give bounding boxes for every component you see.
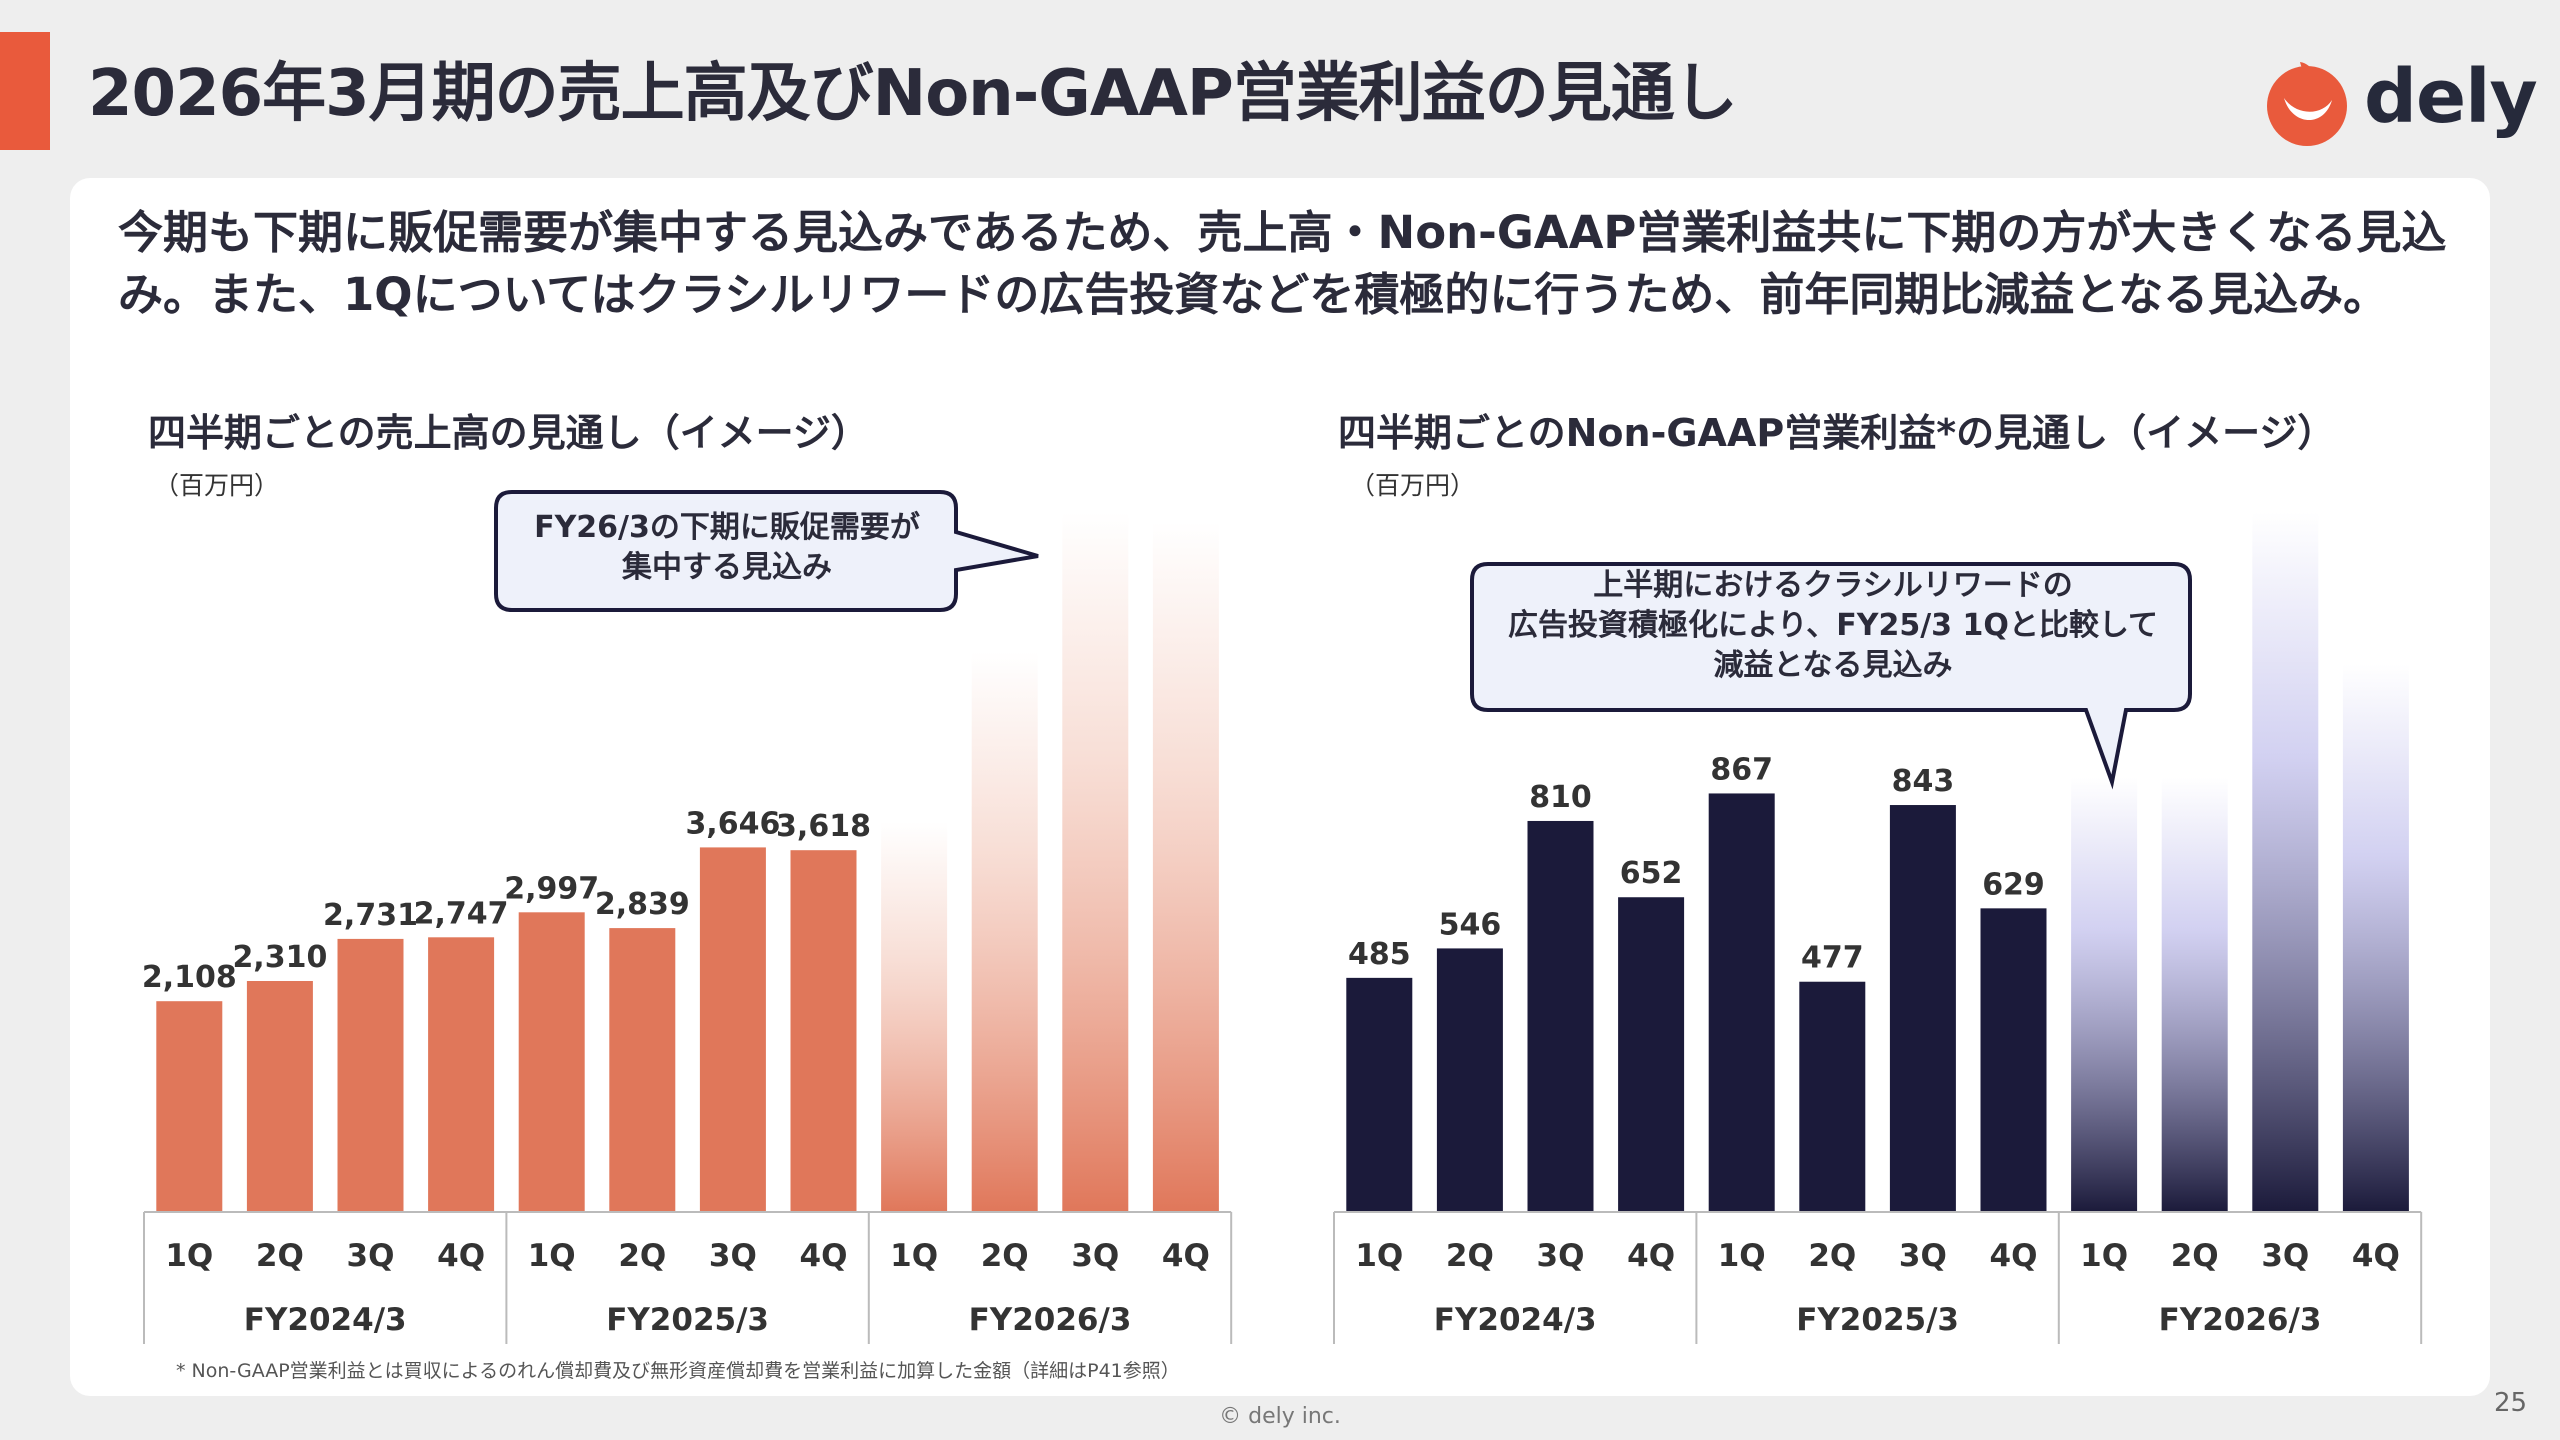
data-label-5: 2,839 (595, 887, 690, 922)
quarter-label-8: 1Q (890, 1238, 938, 1274)
quarter-label-6: 3Q (1899, 1238, 1947, 1274)
quarter-label-0: 1Q (1355, 1238, 1403, 1274)
profit-callout-line-1: 上半期におけるクラシルリワードの (1593, 568, 2073, 603)
profit-callout-line-2: 広告投資積極化により、FY25/3 1Qと比較して (1508, 608, 2158, 643)
projected-bar-3 (1152, 522, 1219, 1212)
bar-7 (790, 850, 857, 1212)
copyright: © dely inc. (1219, 1404, 1341, 1429)
fiscal-year-label-1: FY2025/3 (606, 1302, 769, 1338)
dely-logo: dely (2256, 50, 2538, 150)
bar-2 (1527, 820, 1594, 1212)
data-label-3: 2,747 (414, 896, 509, 931)
data-label-4: 867 (1710, 752, 1773, 787)
revenue-callout-line-2: 集中する見込み (622, 550, 832, 585)
data-label-1: 546 (1439, 907, 1502, 942)
data-label-2: 2,731 (323, 898, 418, 933)
bar-6 (699, 847, 766, 1212)
profit-chart: 485 1Q 546 2Q 810 3Q 652 4Q 867 1Q 477 2Q 843 3Q 629 4Q… (1333, 512, 2423, 1344)
projected-bar-3 (2342, 664, 2409, 1212)
quarter-label-2: 3Q (347, 1238, 395, 1274)
bar-6 (1889, 805, 1956, 1212)
footnote: * Non-GAAP営業利益とは買収によるのれん償却費及び無形資産償却費を営業利… (176, 1360, 1180, 1382)
title-accent-bar (0, 32, 50, 150)
bar-3 (1618, 897, 1685, 1212)
brand-name: dely (2364, 54, 2538, 140)
page-number: 25 (2494, 1388, 2528, 1418)
profit-chart-title: 四半期ごとのNon-GAAP営業利益*の見通し（イメージ） (1338, 411, 2336, 455)
quarter-label-8: 1Q (2080, 1238, 2128, 1274)
bar-1 (246, 981, 313, 1212)
projected-bar-2 (2252, 512, 2319, 1212)
quarter-label-0: 1Q (165, 1238, 213, 1274)
revenue-callout: FY26/3の下期に販促需要が 集中する見込み (498, 508, 956, 588)
revenue-callout-bubble (494, 490, 1039, 612)
quarter-label-9: 2Q (981, 1238, 1029, 1274)
bar-4 (518, 912, 585, 1212)
projected-bar-1 (2161, 777, 2228, 1212)
data-label-7: 3,618 (776, 809, 871, 844)
quarter-label-5: 2Q (1808, 1238, 1856, 1274)
lead-text: 今期も下期に販促需要が集中する見込みであるため、売上高・Non-GAAP営業利益… (118, 206, 2447, 321)
quarter-label-1: 2Q (1446, 1238, 1494, 1274)
bar-3 (428, 937, 495, 1212)
quarter-label-9: 2Q (2171, 1238, 2219, 1274)
profit-callout-bubble (1470, 562, 2192, 790)
data-label-6: 3,646 (685, 806, 780, 841)
page-title: 2026年3月期の売上高及びNon-GAAP営業利益の見通し (88, 57, 1738, 131)
data-label-4: 2,997 (504, 871, 599, 906)
bar-7 (1980, 908, 2047, 1212)
quarter-label-7: 4Q (800, 1238, 848, 1274)
quarter-label-11: 4Q (1162, 1238, 1210, 1274)
revenue-callout-line-1: FY26/3の下期に販促需要が (534, 510, 920, 545)
profit-chart-unit: （百万円） (1350, 471, 1476, 500)
fiscal-year-label-2: FY2026/3 (969, 1302, 1132, 1338)
quarter-label-10: 3Q (1071, 1238, 1119, 1274)
data-label-7: 629 (1982, 867, 2045, 902)
quarter-label-10: 3Q (2261, 1238, 2309, 1274)
data-label-0: 485 (1348, 937, 1411, 972)
data-label-3: 652 (1620, 856, 1683, 891)
fiscal-year-label-0: FY2024/3 (244, 1302, 407, 1338)
projected-bar-0 (881, 822, 948, 1212)
profit-callout: 上半期におけるクラシルリワードの 広告投資積極化により、FY25/3 1Qと比較… (1476, 566, 2190, 686)
fiscal-year-label-2: FY2026/3 (2159, 1302, 2322, 1338)
quarter-label-4: 1Q (1718, 1238, 1766, 1274)
bar-2 (337, 938, 404, 1212)
fiscal-year-label-0: FY2024/3 (1434, 1302, 1597, 1338)
quarter-label-11: 4Q (2352, 1238, 2400, 1274)
quarter-label-4: 1Q (528, 1238, 576, 1274)
bar-1 (1436, 948, 1503, 1212)
projected-bar-1 (971, 652, 1038, 1212)
data-label-0: 2,108 (142, 960, 237, 995)
data-label-6: 843 (1892, 764, 1955, 799)
revenue-chart: 2,108 1Q 2,310 2Q 2,731 3Q 2,747 4Q 2,997 1Q 2,839… (142, 512, 1233, 1344)
quarter-label-3: 4Q (437, 1238, 485, 1274)
dely-logo-icon (2267, 62, 2347, 146)
bar-0 (156, 1001, 223, 1212)
bar-0 (1346, 977, 1413, 1212)
fiscal-year-label-1: FY2025/3 (1796, 1302, 1959, 1338)
revenue-chart-title: 四半期ごとの売上高の見通し（イメージ） (148, 411, 869, 455)
data-label-2: 810 (1529, 780, 1592, 815)
revenue-chart-unit: （百万円） (154, 471, 280, 500)
data-label-5: 477 (1801, 941, 1864, 976)
bar-5 (1799, 981, 1866, 1212)
profit-callout-line-3: 減益となる見込み (1713, 648, 1953, 683)
bar-4 (1708, 793, 1775, 1212)
quarter-label-6: 3Q (709, 1238, 757, 1274)
projected-bar-2 (1062, 512, 1129, 1212)
quarter-label-2: 3Q (1537, 1238, 1585, 1274)
quarter-label-1: 2Q (256, 1238, 304, 1274)
quarter-label-5: 2Q (618, 1238, 666, 1274)
data-label-1: 2,310 (232, 940, 327, 975)
quarter-label-3: 4Q (1627, 1238, 1675, 1274)
quarter-label-7: 4Q (1990, 1238, 2038, 1274)
projected-bar-0 (2071, 777, 2138, 1212)
bar-5 (609, 928, 676, 1212)
